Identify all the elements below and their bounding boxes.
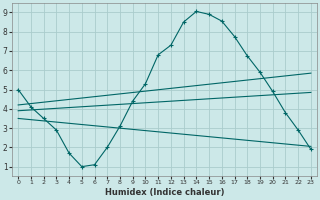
- X-axis label: Humidex (Indice chaleur): Humidex (Indice chaleur): [105, 188, 224, 197]
